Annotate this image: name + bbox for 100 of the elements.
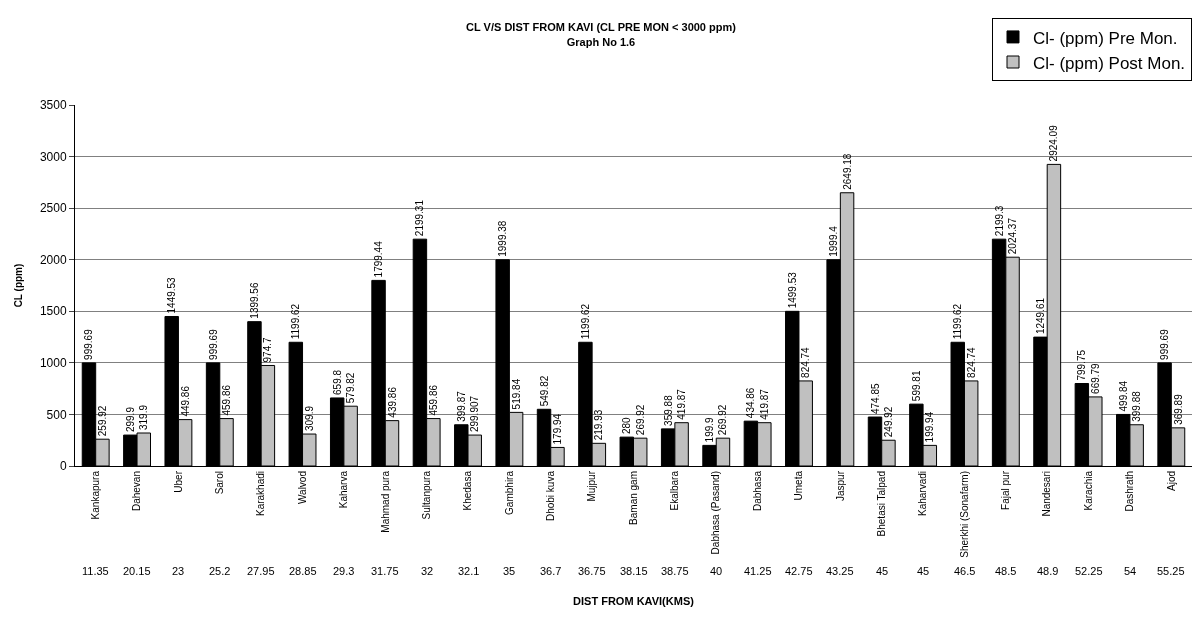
x-tick-label: Fajal pur [1000, 470, 1012, 510]
x-tick-label: Sultanpura [420, 470, 432, 520]
x-tick-label: Karachia [1082, 470, 1094, 511]
data-label: 249.92 [882, 406, 894, 438]
data-label: 269.92 [717, 404, 729, 436]
chart-title: CL V/S DIST FROM KAVI (CL PRE MON < 3000 ppm) [466, 21, 737, 34]
data-label: 519.84 [510, 378, 522, 410]
text: 35 [503, 565, 516, 577]
data-label: 369.89 [1172, 393, 1184, 425]
x-tick-label: Uber [172, 470, 184, 493]
x-tick-label: Kankapura [89, 470, 101, 520]
data-label: 280 [621, 417, 633, 435]
x-tick-label: Dashrath [1124, 471, 1136, 512]
legend-label: Cl- (ppm) Pre Mon. [1033, 28, 1178, 48]
data-label: 974.7 [262, 337, 274, 363]
x-tick-label: Mujpur [586, 470, 598, 502]
x-tick-label: Dahevan [131, 471, 143, 512]
data-label: 449.86 [179, 385, 191, 417]
text: 38.15 [620, 565, 648, 577]
data-label: 359.88 [662, 394, 674, 426]
y-axis-title: CL (ppm) [12, 263, 24, 308]
x-tick-label: Sarol [214, 471, 226, 495]
text: 36.75 [578, 565, 606, 577]
text: 32.1 [458, 565, 480, 577]
x-tick-label: Mahmad pura [379, 470, 391, 533]
text: 32 [421, 565, 434, 577]
data-label: 269.92 [634, 404, 646, 436]
data-label: 599.81 [910, 370, 922, 402]
text: 31.75 [371, 565, 399, 577]
x-tick-label: Umeta [793, 470, 805, 501]
x-tick-label: Kaharvadi [917, 471, 929, 517]
data-label: 1499.53 [786, 271, 798, 309]
text: 11.35 [82, 565, 109, 577]
x-tick-label: Gambhira [503, 470, 515, 515]
data-label: 1249.61 [1034, 297, 1046, 335]
text: 23 [172, 565, 185, 577]
data-label: 219.93 [593, 409, 605, 441]
text: 48.5 [995, 565, 1017, 577]
data-label: 399.88 [1131, 390, 1143, 422]
x-tick-label: Karakhadi [255, 471, 267, 517]
data-label: 2199.3 [993, 205, 1005, 237]
data-label: 1999.4 [828, 225, 840, 257]
data-label: 659.8 [331, 369, 343, 395]
data-label: 199.94 [924, 411, 936, 443]
x-tick-label: Sherkhi (Sonafarm) [958, 471, 970, 558]
text: 52.25 [1075, 565, 1103, 577]
data-label: 419.87 [758, 388, 770, 420]
data-label: 459.86 [221, 384, 233, 416]
x-tick-label: Kaharva [338, 470, 350, 509]
text: 46.5 [954, 565, 976, 577]
data-label: 824.74 [800, 346, 812, 378]
data-label: 1799.44 [373, 240, 385, 278]
y-tick-label: 1500 [39, 304, 67, 319]
data-label: 179.94 [551, 413, 563, 445]
x-tick-label: Dabhasa [751, 470, 763, 512]
data-label: 669.79 [1089, 362, 1101, 394]
data-label: 999.69 [207, 328, 219, 360]
data-label: 1999.38 [497, 220, 509, 257]
data-label: 999.69 [83, 328, 95, 360]
data-label: 2199.31 [414, 199, 426, 237]
text: 45 [876, 565, 889, 577]
y-tick-label: 2000 [39, 252, 67, 267]
x-tick-label: Nandesari [1041, 471, 1053, 517]
x-tick-label: Dhobi kuva [545, 470, 557, 522]
chart-subtitle: Graph No 1.6 [566, 35, 636, 48]
data-label: 579.82 [345, 372, 357, 404]
data-label: 2024.37 [1007, 217, 1019, 255]
text: 25.2 [209, 565, 231, 577]
data-label: 999.69 [1159, 328, 1171, 360]
data-label: 459.86 [427, 384, 439, 416]
x-tick-label: Jaspur [834, 470, 846, 502]
x-tick-label: Ajod [1165, 471, 1177, 492]
y-tick-label: 3000 [39, 149, 67, 164]
y-tick-label: 500 [46, 407, 67, 422]
data-label: 434.86 [745, 387, 757, 419]
data-label: 2924.09 [1048, 124, 1060, 162]
text: 55.25 [1157, 565, 1185, 577]
data-label: 399.87 [455, 390, 467, 422]
text: 29.3 [333, 565, 355, 577]
data-label: 1199.62 [290, 303, 302, 340]
data-label: 299.907 [469, 395, 481, 433]
text: 43.25 [826, 565, 854, 577]
text: 28.85 [289, 565, 317, 577]
x-tick-label: Walvod [296, 471, 308, 504]
data-label: 499.84 [1117, 380, 1129, 412]
text: 41.25 [744, 565, 772, 577]
x-tick-label: Dabhasa (Pasand) [710, 471, 722, 555]
data-label: 319.9 [138, 404, 150, 430]
x-tick-label: Baman gam [627, 471, 639, 525]
text: 45 [917, 565, 930, 577]
data-label: 199.9 [704, 416, 716, 443]
data-label: 1199.62 [952, 303, 964, 340]
x-tick-label: Bhetasi Talpad [875, 471, 887, 537]
data-label: 1199.62 [579, 303, 591, 340]
x-axis-title: DIST FROM KAVI(KMS) [573, 594, 695, 607]
data-label: 299.9 [124, 406, 136, 433]
x-tick-label: Khedasa [462, 470, 474, 511]
data-label: 419.87 [676, 388, 688, 420]
y-tick-label: 2500 [39, 201, 67, 216]
legend-label: Cl- (ppm) Post Mon. [1033, 53, 1186, 73]
